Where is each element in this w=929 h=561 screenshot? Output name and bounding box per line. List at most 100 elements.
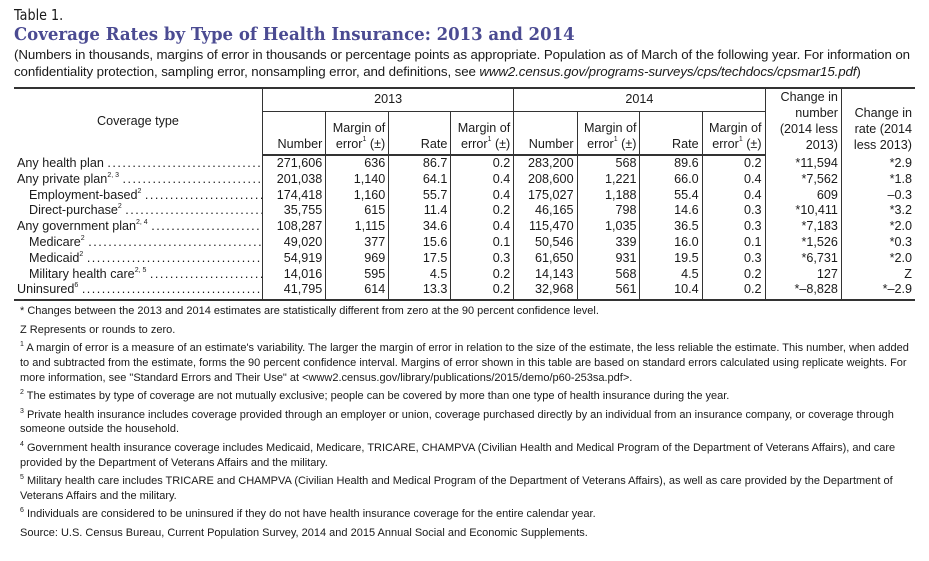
cell-value: 19.5 bbox=[639, 250, 703, 267]
cell-value: 41,795 bbox=[261, 282, 326, 302]
cell-value: 0.2 bbox=[450, 282, 514, 302]
cell-value: 10.4 bbox=[639, 282, 703, 302]
cell-value: –0.3 bbox=[840, 187, 915, 204]
footnote-ref: 2, 3 bbox=[107, 171, 119, 179]
cell-value: 175,027 bbox=[513, 187, 578, 204]
table-row: Medicare2 ..............................… bbox=[14, 234, 915, 251]
cell-value: 208,600 bbox=[513, 171, 578, 188]
cell-value: 14,016 bbox=[261, 266, 326, 283]
cell-value: 86.7 bbox=[388, 155, 451, 172]
margin-of-label: Margin of bbox=[709, 121, 762, 135]
leader-dots: ........................................… bbox=[81, 282, 263, 297]
cell-value: 339 bbox=[576, 234, 640, 251]
cell-value: 89.6 bbox=[639, 155, 703, 172]
row-label-text: Uninsured bbox=[17, 282, 75, 297]
row-label-text: Medicare bbox=[29, 234, 81, 249]
cell-value: 377 bbox=[325, 234, 389, 251]
cell-value: 11.4 bbox=[388, 203, 451, 220]
cell-value: 34.6 bbox=[388, 219, 451, 235]
row-label-text: Any private plan bbox=[17, 171, 108, 186]
cell-value: 1,115 bbox=[325, 219, 389, 235]
cell-value: 16.0 bbox=[639, 234, 703, 251]
cell-value: 55.4 bbox=[639, 187, 703, 204]
footnote-mark: 3 bbox=[20, 407, 24, 415]
cell-value: *6,731 bbox=[764, 250, 842, 267]
row-label: Uninsured6 .............................… bbox=[14, 282, 263, 302]
row-label-text: Any health plan bbox=[17, 155, 104, 170]
footnote-text: A margin of error is a measure of an est… bbox=[20, 342, 909, 384]
footnote-text: Changes between the 2013 and 2014 estima… bbox=[24, 305, 599, 318]
cell-value: 14,143 bbox=[513, 266, 578, 283]
leader-dots: ........................................… bbox=[107, 155, 263, 170]
cell-value: *–8,828 bbox=[764, 282, 842, 302]
cell-value: 636 bbox=[325, 155, 389, 172]
header-rate-2014: Rate bbox=[639, 111, 703, 156]
cell-value: 0.4 bbox=[450, 187, 514, 204]
footnote-ref: 1 bbox=[613, 136, 618, 143]
cell-value: *10,411 bbox=[764, 203, 842, 220]
cell-value: *2.0 bbox=[840, 250, 915, 267]
cell-value: 1,160 bbox=[325, 187, 389, 204]
cell-value: 127 bbox=[764, 266, 842, 283]
row-label-text: Military health care bbox=[29, 266, 135, 281]
cell-value: 615 bbox=[325, 203, 389, 220]
plus-minus-label: (±) bbox=[369, 137, 386, 151]
footnote-mark: 4 bbox=[20, 440, 24, 448]
row-label: Medicare2 ..............................… bbox=[14, 235, 263, 251]
footnote-mark: 2 bbox=[20, 389, 24, 397]
cell-value: 66.0 bbox=[639, 171, 703, 188]
cell-value: 1,035 bbox=[576, 219, 640, 235]
row-label-text: Direct-purchase bbox=[29, 203, 118, 218]
footnotes: * Changes between the 2013 and 2014 esti… bbox=[14, 304, 919, 540]
header-2014: 2014 bbox=[513, 87, 766, 112]
cell-value: 49,020 bbox=[261, 234, 326, 251]
cell-value: *–2.9 bbox=[840, 282, 915, 302]
plus-minus-label: (±) bbox=[494, 137, 511, 151]
document: Table 1. Coverage Rates by Type of Healt… bbox=[14, 6, 919, 544]
cell-value: 568 bbox=[576, 266, 640, 283]
footnote-text: Individuals are considered to be uninsur… bbox=[23, 508, 596, 521]
table-row: Uninsured6 .............................… bbox=[14, 282, 915, 302]
footnote-ref: 2 bbox=[117, 203, 122, 211]
cell-value: 0.3 bbox=[701, 203, 766, 220]
leader-dots: ........................................… bbox=[151, 219, 262, 234]
footnote-ref: 2 bbox=[80, 234, 85, 242]
footnote-text: Government health insurance coverage inc… bbox=[20, 441, 896, 469]
row-label: Any health plan ........................… bbox=[14, 155, 263, 172]
cell-value: 55.7 bbox=[388, 187, 451, 204]
cell-value: *7,183 bbox=[764, 219, 842, 235]
leader-dots: ........................................… bbox=[149, 266, 263, 281]
header-2013: 2013 bbox=[261, 87, 514, 112]
leader-dots: ........................................… bbox=[122, 171, 263, 186]
row-label: Any government plan2, 4 ................… bbox=[14, 219, 263, 235]
footnote-text: The estimates by type of coverage are no… bbox=[23, 390, 730, 403]
header-change-number: Change in number (2014 less 2013) bbox=[764, 87, 842, 155]
cell-value: 0.4 bbox=[450, 171, 514, 188]
footnote: 5 Military health care includes TRICARE … bbox=[20, 474, 919, 503]
plus-minus-label: (±) bbox=[621, 137, 637, 151]
footnote-ref: 1 bbox=[738, 136, 743, 143]
cell-value: 0.2 bbox=[701, 282, 766, 302]
cell-value: 36.5 bbox=[639, 219, 703, 235]
cell-value: 614 bbox=[325, 282, 389, 302]
footnote: 1 A margin of error is a measure of an e… bbox=[20, 341, 919, 385]
coverage-table: Coverage type 2013 2014 Change in number… bbox=[14, 87, 915, 302]
cell-value: 108,287 bbox=[261, 219, 326, 235]
row-label: Direct-purchase2 .......................… bbox=[14, 203, 263, 219]
header-number-2014: Number bbox=[513, 111, 578, 156]
table-row: Any government plan2, 4 ................… bbox=[14, 219, 915, 235]
row-label: Employment-based2 ......................… bbox=[14, 188, 263, 204]
footnote: * Changes between the 2013 and 2014 esti… bbox=[20, 304, 919, 319]
table-number: Table 1. bbox=[14, 6, 64, 24]
row-label: Any private plan2, 3 ...................… bbox=[14, 172, 263, 188]
cell-value: 0.2 bbox=[701, 155, 766, 172]
footnote-mark: * bbox=[20, 305, 25, 318]
error-label: error bbox=[712, 137, 739, 151]
cell-value: 115,470 bbox=[513, 219, 578, 235]
leader-dots: ........................................… bbox=[144, 187, 263, 202]
cell-value: 46,165 bbox=[513, 203, 578, 220]
cell-value: 0.3 bbox=[701, 219, 766, 235]
footnote: 6 Individuals are considered to be unins… bbox=[20, 507, 919, 522]
cell-value: 50,546 bbox=[513, 234, 578, 251]
cell-value: *0.3 bbox=[840, 234, 915, 251]
